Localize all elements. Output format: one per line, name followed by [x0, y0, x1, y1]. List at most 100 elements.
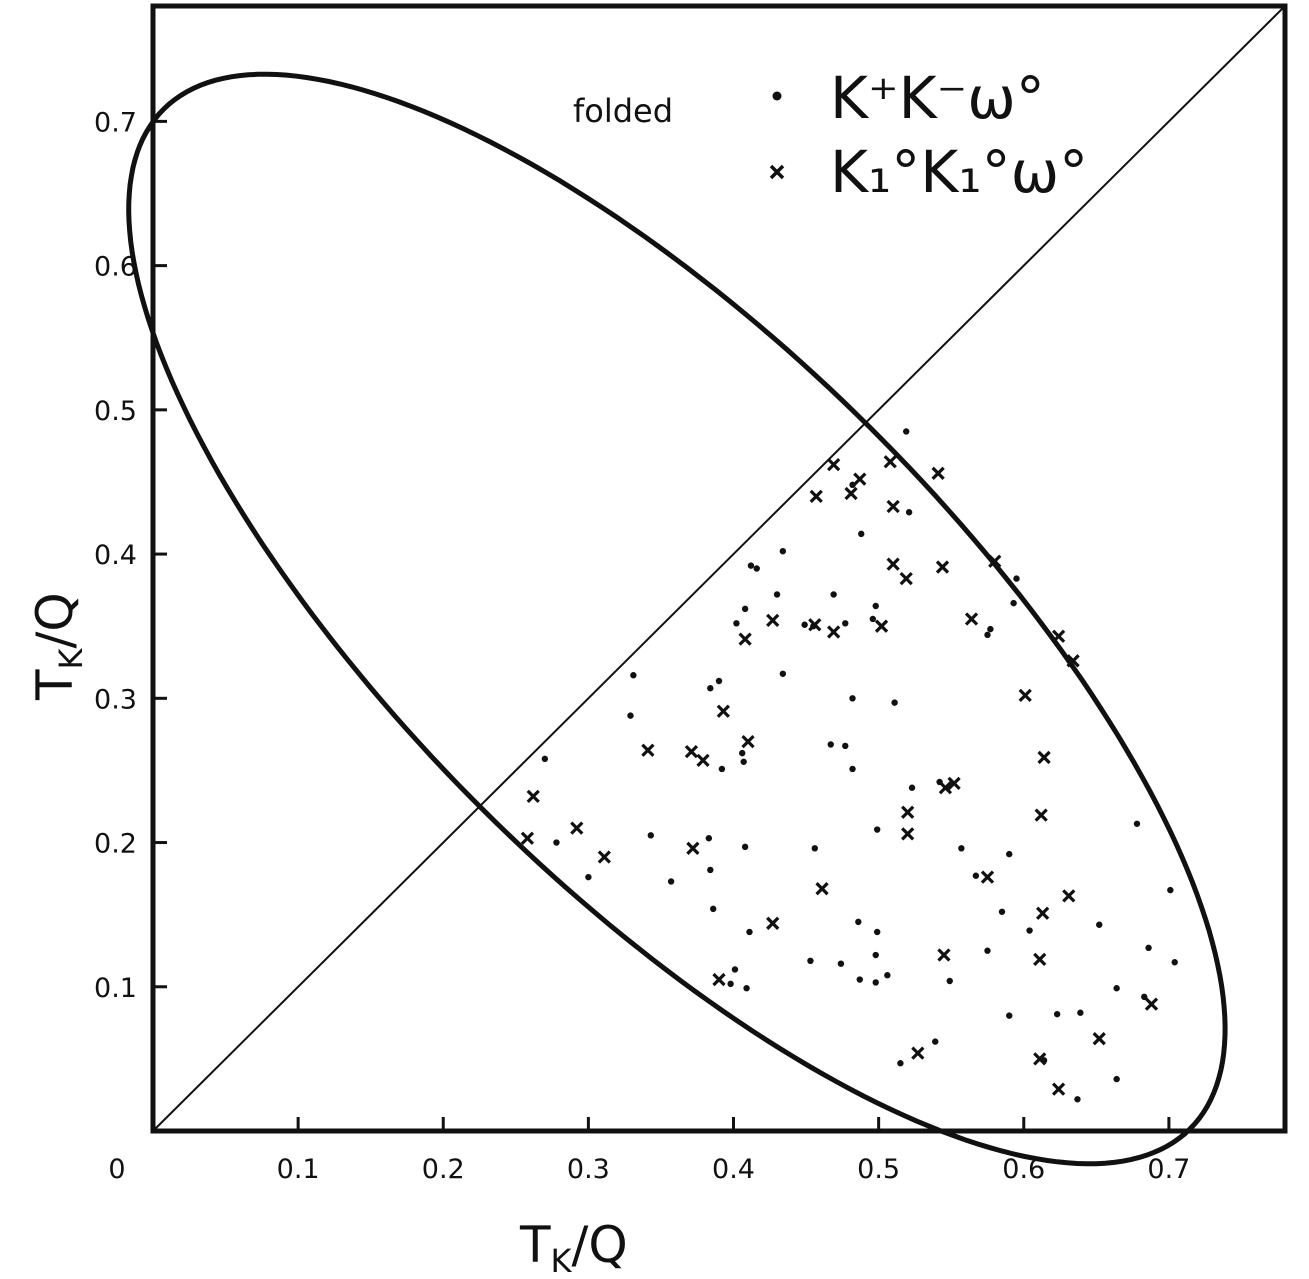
x-axis: 0 0.1 0.2 0.3 0.4 0.5 0.6 0.7	[108, 1117, 1190, 1185]
point-kpkm-33	[849, 765, 856, 773]
point-k1k1-45	[1092, 1032, 1106, 1046]
point-kpkm-19	[987, 625, 994, 633]
legend-cross-marker	[769, 164, 785, 180]
data-points	[520, 428, 1178, 1103]
point-k1k1-0	[827, 458, 841, 472]
point-kpkm-58	[872, 951, 879, 959]
y-tick-label: 0.4	[94, 540, 137, 571]
point-kpkm-26	[891, 699, 898, 706]
point-kpkm-27	[541, 755, 549, 763]
point-kpkm-60	[984, 947, 991, 954]
point-kpkm-16	[842, 620, 849, 627]
point-kpkm-57	[837, 960, 845, 967]
point-kpkm-6	[753, 565, 760, 572]
point-kpkm-8	[830, 591, 837, 598]
y-tick-label: 0.3	[94, 684, 137, 715]
point-kpkm-11	[1010, 599, 1017, 607]
point-kpkm-70	[1141, 993, 1148, 1001]
point-kpkm-46	[585, 873, 592, 881]
point-kpkm-34	[908, 784, 916, 791]
point-kpkm-72	[1006, 1012, 1013, 1019]
y-tick-label: 0.1	[94, 973, 137, 1004]
x-tick-label: 0.1	[277, 1154, 320, 1185]
point-k1k1-18	[738, 632, 752, 646]
point-kpkm-21	[707, 685, 714, 692]
point-kpkm-23	[630, 672, 637, 679]
point-k1k1-8	[899, 571, 913, 586]
point-kpkm-65	[872, 979, 879, 986]
legend-dot-marker	[772, 91, 782, 101]
legend: K⁺K⁻ω°K₁°K₁°ω°	[769, 64, 1088, 206]
point-k1k1-43	[712, 972, 726, 987]
point-k1k1-4	[809, 489, 823, 504]
y-tick-label: 0.5	[94, 396, 137, 427]
x-tick-label: 0	[108, 1154, 125, 1185]
point-k1k1-15	[964, 612, 979, 626]
point-kpkm-28	[718, 765, 726, 773]
x-tick-label: 0.7	[1147, 1154, 1190, 1185]
point-kpkm-20	[779, 670, 787, 677]
y-tick-label: 0.2	[94, 829, 137, 860]
point-k1k1-3	[844, 486, 858, 501]
point-k1k1-21	[641, 743, 655, 757]
point-k1k1-27	[947, 776, 961, 791]
y-tick-label: 0.6	[94, 252, 137, 283]
point-k1k1-36	[980, 870, 995, 884]
point-k1k1-30	[570, 821, 584, 835]
point-kpkm-44	[1006, 850, 1013, 858]
point-kpkm-9	[872, 602, 879, 610]
point-k1k1-17	[1066, 654, 1080, 668]
point-kpkm-36	[553, 839, 560, 846]
point-kpkm-15	[801, 621, 808, 628]
point-k1k1-1	[883, 455, 897, 469]
point-kpkm-74	[1077, 1009, 1084, 1016]
point-k1k1-39	[1036, 906, 1050, 920]
point-kpkm-52	[746, 928, 753, 936]
point-k1k1-37	[815, 882, 829, 896]
diagonal-line	[152, 5, 1286, 1132]
point-kpkm-3	[858, 530, 865, 538]
point-k1k1-2	[931, 466, 945, 480]
point-kpkm-62	[727, 980, 734, 988]
point-kpkm-31	[827, 741, 834, 748]
point-kpkm-41	[811, 845, 818, 852]
point-kpkm-29	[739, 749, 746, 757]
point-kpkm-25	[849, 695, 856, 702]
point-k1k1-20	[1018, 688, 1032, 703]
point-k1k1-19	[716, 704, 730, 718]
point-kpkm-53	[873, 928, 881, 936]
point-k1k1-41	[937, 948, 951, 962]
point-kpkm-59	[884, 972, 891, 979]
point-kpkm-38	[705, 835, 713, 842]
point-kpkm-48	[709, 905, 717, 913]
point-kpkm-18	[984, 631, 991, 639]
plot-frame	[150, 3, 1288, 1134]
point-kpkm-40	[741, 843, 749, 851]
point-k1k1-26	[938, 781, 953, 795]
point-k1k1-32	[686, 841, 700, 855]
x-tick-label: 0.5	[857, 1154, 900, 1185]
point-kpkm-2	[905, 509, 913, 516]
point-k1k1-38	[1062, 889, 1076, 903]
point-kpkm-42	[873, 826, 881, 833]
point-kpkm-22	[715, 677, 723, 685]
point-kpkm-49	[972, 872, 980, 879]
point-kpkm-64	[856, 976, 863, 983]
point-kpkm-79	[1074, 1096, 1081, 1103]
x-axis-title: TK/Q	[519, 1216, 628, 1279]
point-k1k1-9	[935, 560, 950, 574]
point-k1k1-6	[886, 499, 900, 514]
point-k1k1-42	[1033, 952, 1047, 966]
x-tick-label: 0.3	[567, 1154, 610, 1185]
point-kpkm-45	[1133, 820, 1141, 827]
point-kpkm-43	[958, 845, 965, 852]
point-k1k1-16	[1051, 629, 1066, 643]
point-kpkm-32	[842, 742, 849, 750]
point-kpkm-54	[1026, 927, 1033, 934]
point-kpkm-0	[903, 428, 910, 435]
point-kpkm-17	[869, 615, 877, 623]
x-tick-label: 0.6	[1002, 1154, 1045, 1185]
point-kpkm-37	[647, 832, 654, 839]
point-kpkm-75	[897, 1060, 904, 1067]
legend-label-0: K⁺K⁻ω°	[830, 64, 1045, 132]
